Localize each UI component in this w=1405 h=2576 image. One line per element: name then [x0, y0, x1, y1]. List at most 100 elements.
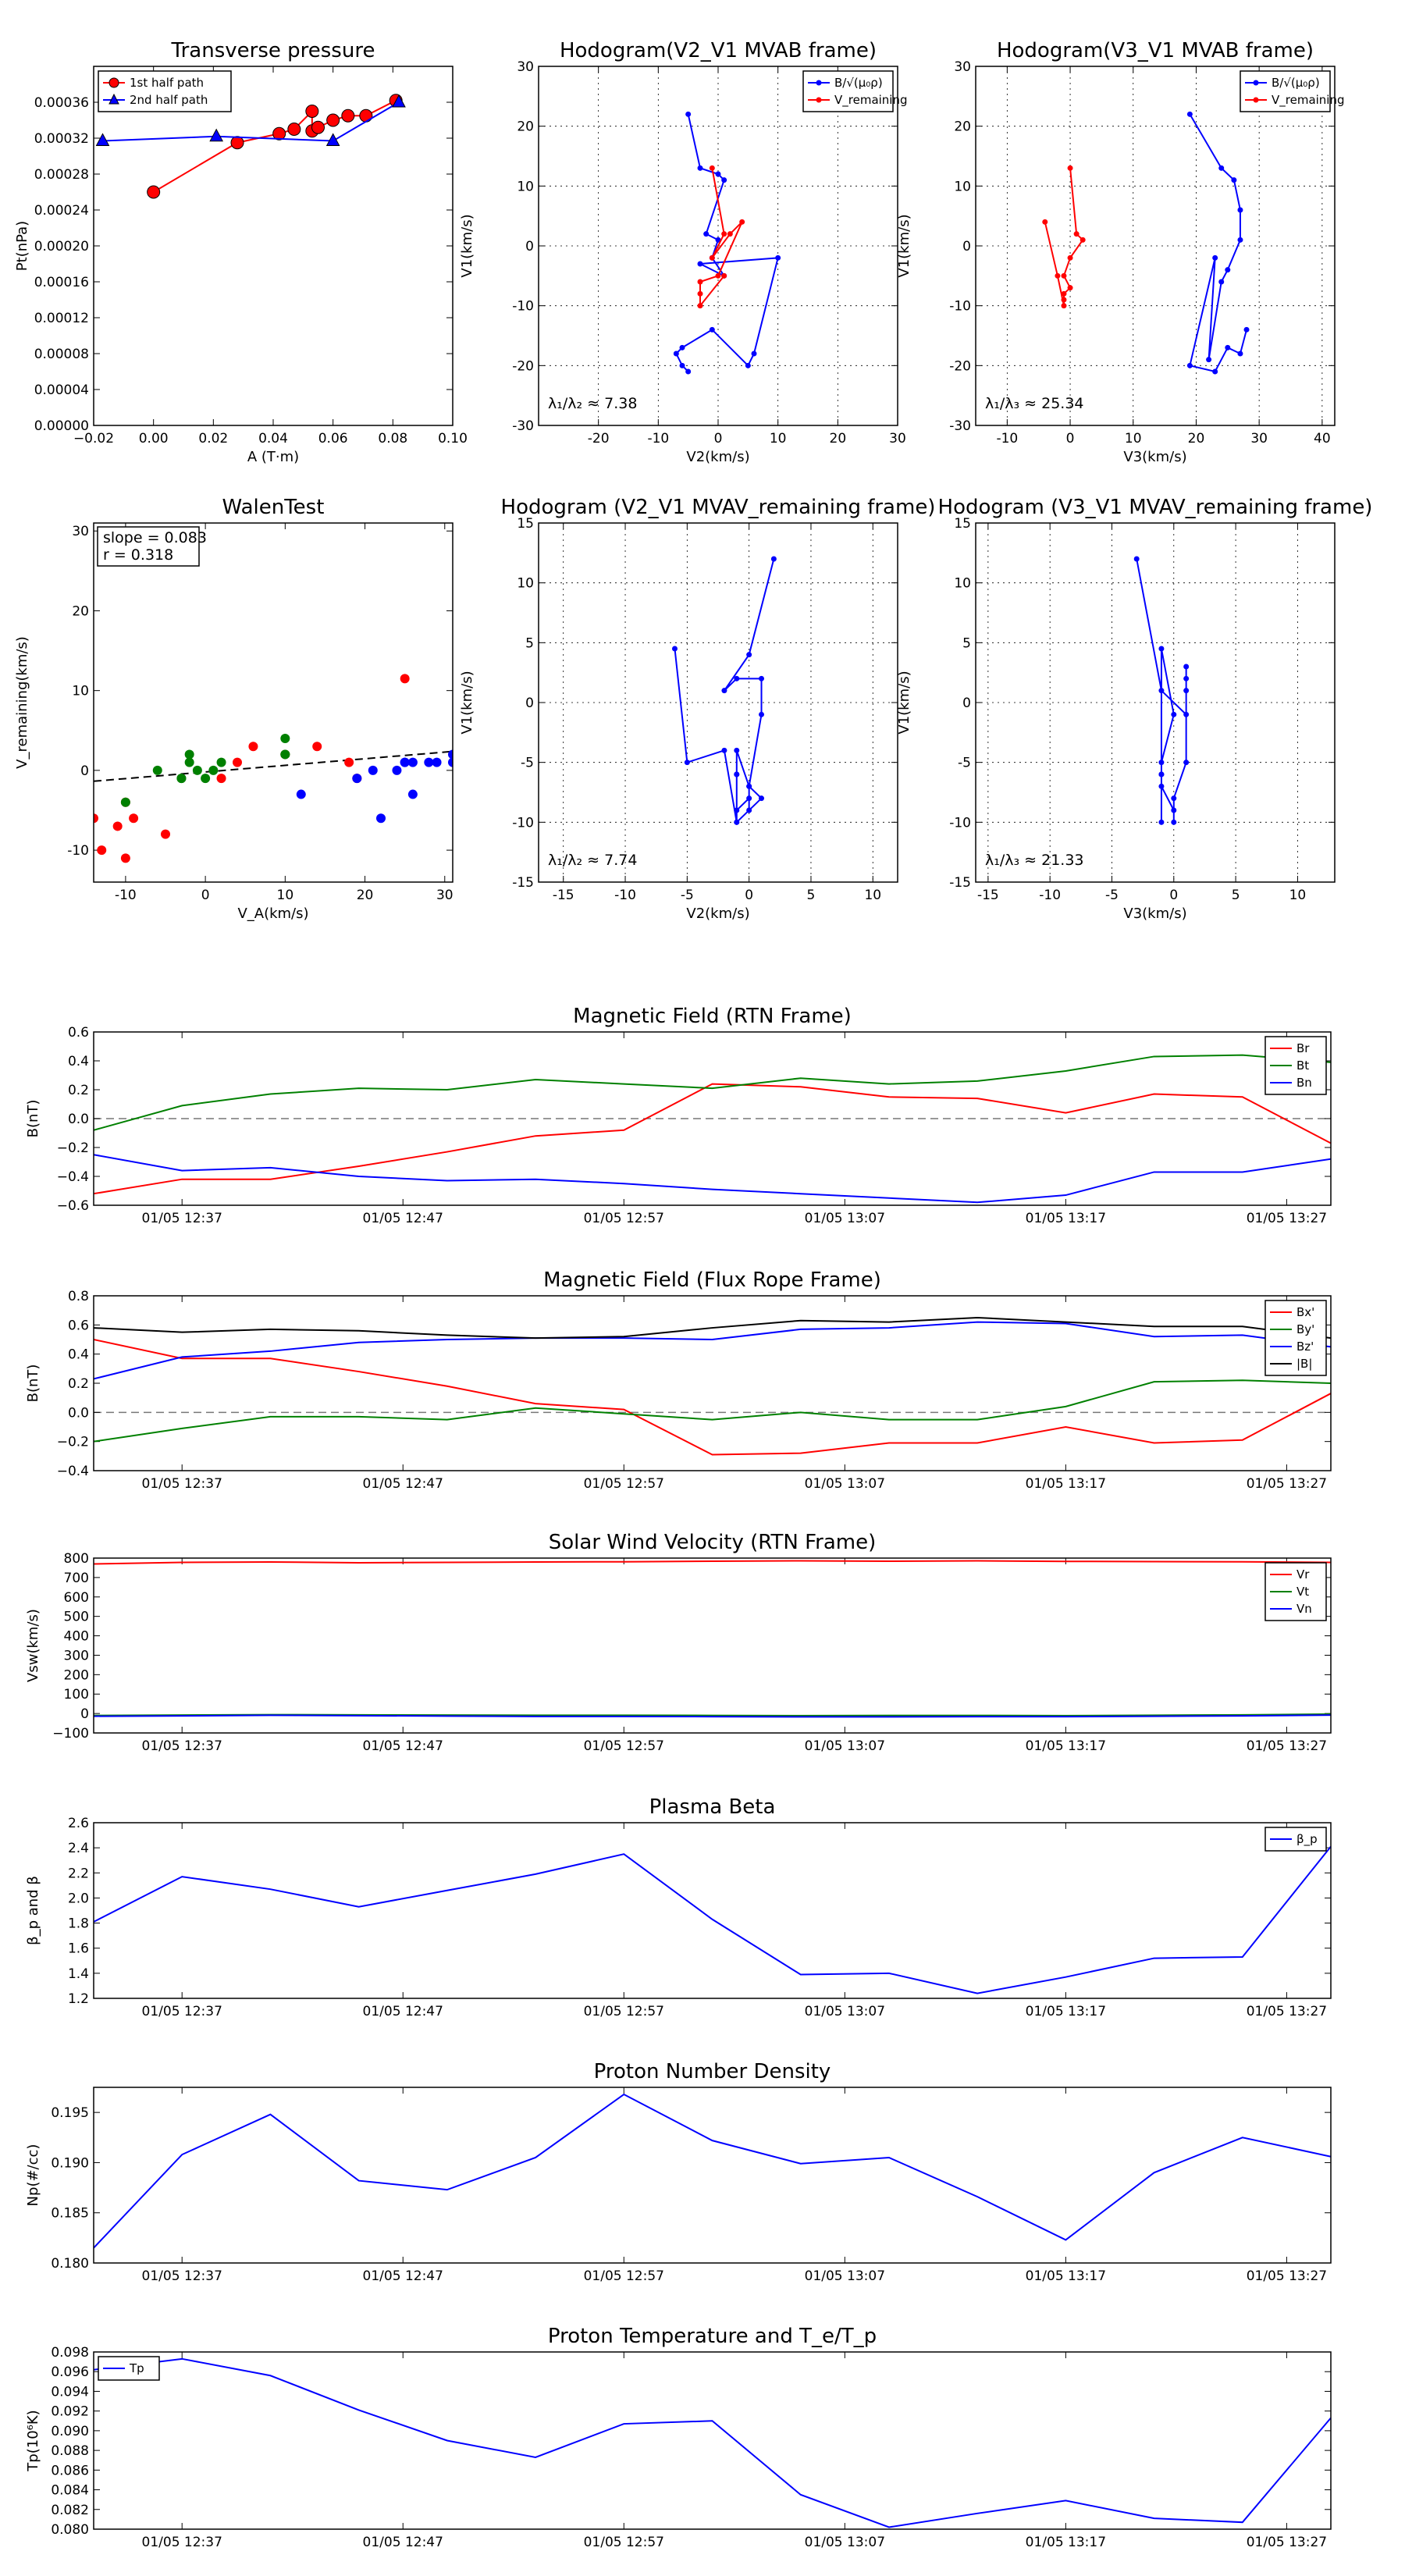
y-tick-label: 0.00028	[34, 167, 89, 183]
x-tick-label: 01/05 12:57	[584, 2004, 664, 2019]
data-point	[1218, 279, 1225, 285]
y-tick-label: 30	[72, 524, 89, 539]
y-tick-label: -5	[958, 756, 971, 771]
chart-title: Hodogram(V2_V1 MVAB frame)	[560, 39, 877, 62]
data-point	[1225, 344, 1231, 350]
series-line	[1189, 113, 1247, 373]
x-tick-label: 01/05 12:37	[142, 1738, 222, 1754]
data-point	[147, 185, 161, 199]
fit-line	[94, 750, 453, 782]
y-tick-label: −0.4	[57, 1169, 89, 1185]
series-Bt	[94, 1054, 1331, 1131]
data-point	[1218, 165, 1225, 171]
axis-ticks: 01/05 12:37 01/05 12:47 01/05 12:57 01/05 1…	[52, 1551, 1331, 1754]
y-tick-label: 2.6	[68, 1816, 89, 1831]
axis-ticks: 01/05 12:37 01/05 12:47 01/05 12:57 01/05 1…	[51, 2345, 1331, 2550]
data-point	[1158, 783, 1165, 789]
data-point	[739, 219, 745, 225]
y-tick-label: 0.088	[51, 2443, 89, 2459]
data-point	[1212, 254, 1218, 261]
y-axis-label: β_p and β	[25, 1876, 41, 1945]
data-point	[1158, 646, 1165, 652]
x-tick-label: 01/05 12:37	[142, 1211, 222, 1226]
data-point	[1212, 368, 1218, 375]
data-point	[1061, 303, 1067, 309]
data-point	[95, 133, 110, 146]
data-point	[216, 774, 226, 784]
axis-ticks: 01/05 12:37 01/05 12:47 01/05 12:57 01/05 1…	[57, 1025, 1331, 1226]
legend-label: Bx'	[1297, 1305, 1314, 1319]
data-point	[287, 123, 301, 136]
y-tick-label: −0.2	[57, 1140, 89, 1156]
chart-title: Plasma Beta	[649, 1795, 776, 1819]
x-tick-label: 10	[770, 431, 787, 447]
legend-label: By'	[1297, 1322, 1314, 1336]
legend-label: Vt	[1297, 1585, 1309, 1599]
y-tick-label: 0	[525, 696, 534, 711]
x-tick-label: 01/05 13:27	[1247, 1738, 1327, 1754]
data-point	[1243, 326, 1250, 333]
x-tick-label: 30	[1250, 431, 1268, 447]
y-tick-label: 0.00012	[34, 311, 89, 326]
x-tick-label: 01/05 13:07	[805, 2004, 885, 2019]
x-tick-label: 30	[436, 888, 454, 903]
series-line	[94, 1154, 1331, 1204]
data-point	[775, 254, 781, 261]
legend: Br Bt Bn	[1264, 1036, 1327, 1095]
data-point	[734, 807, 740, 813]
x-axis-label: A (T·m)	[247, 449, 299, 465]
y-tick-label: 10	[954, 576, 971, 592]
solar-wind-velocity-chart: Solar Wind Velocity (RTN Frame)01/05 12:…	[25, 1531, 1332, 1754]
hodogram-v3-v1-mvab-chart: Hodogram(V3_V1 MVAB frame) -10 0 10 20 30 40 -3…	[896, 39, 1345, 465]
series-line	[94, 1560, 1331, 1565]
x-tick-label: 01/05 13:27	[1247, 2268, 1327, 2284]
series-|B|	[94, 1316, 1331, 1340]
plot-area	[94, 2357, 1331, 2528]
hodogram-v2-v1-mvab-chart: Hodogram(V2_V1 MVAB frame)-20 -10 0 10 20 30-…	[459, 39, 908, 465]
data-point	[745, 362, 751, 368]
data-point	[709, 165, 715, 171]
legend: B/√(μ₀ρ) V_remaining	[802, 70, 908, 112]
y-axis-label: Pt(nPa)	[14, 221, 30, 271]
data-point	[341, 109, 355, 123]
data-point	[1133, 556, 1140, 562]
plot-area	[673, 111, 781, 375]
data-point	[1158, 688, 1165, 694]
hodogram-v3-v1-mvav-chart: Hodogram (V3_V1 MVAV_remaining frame)-15…	[896, 496, 1372, 922]
series-Vn	[94, 1714, 1331, 1718]
y-tick-label: 0.2	[68, 1083, 89, 1098]
x-tick-label: 0.08	[378, 431, 407, 447]
plot-area	[94, 1560, 1331, 1718]
y-tick-label: 0.00032	[34, 131, 89, 147]
data-point	[1183, 760, 1190, 766]
x-tick-label: 0	[1169, 888, 1178, 903]
plot-area	[1042, 111, 1250, 375]
plot-frame	[538, 522, 898, 883]
data-point	[216, 757, 226, 767]
series-line	[94, 2357, 1331, 2528]
data-point	[1183, 675, 1190, 681]
y-tick-label: −0.2	[57, 1435, 89, 1450]
y-tick-label: -15	[512, 875, 534, 891]
chart-title: Proton Number Density	[594, 2060, 831, 2083]
x-tick-label: 01/05 12:57	[584, 1211, 664, 1226]
data-point	[407, 789, 418, 799]
y-tick-label: -10	[512, 815, 534, 831]
axis-ticks: −0.02 0.00 0.02 0.04 0.06 0.08 0.10 0.00000 0.00…	[34, 66, 468, 447]
data-point	[1206, 357, 1212, 363]
series-Vr	[94, 1560, 1331, 1565]
data-point	[184, 757, 194, 767]
series-line	[94, 1316, 1331, 1340]
data-point	[311, 120, 325, 134]
y-tick-label: 5	[962, 635, 971, 651]
eigenvalue-ratio-label: λ₁/λ₃ ≈ 21.33	[985, 852, 1084, 869]
x-tick-label: 01/05 12:47	[363, 2535, 443, 2550]
y-tick-label: -5	[521, 756, 534, 771]
series-2	[296, 749, 453, 824]
y-tick-label: 1.4	[68, 1966, 89, 1982]
x-tick-label: 01/05 13:17	[1026, 2004, 1106, 2019]
legend-label: 1st half path	[130, 76, 204, 90]
data-point	[208, 765, 219, 775]
legend: Bx' By' Bz' |B|	[1264, 1300, 1327, 1376]
data-point	[727, 231, 733, 237]
